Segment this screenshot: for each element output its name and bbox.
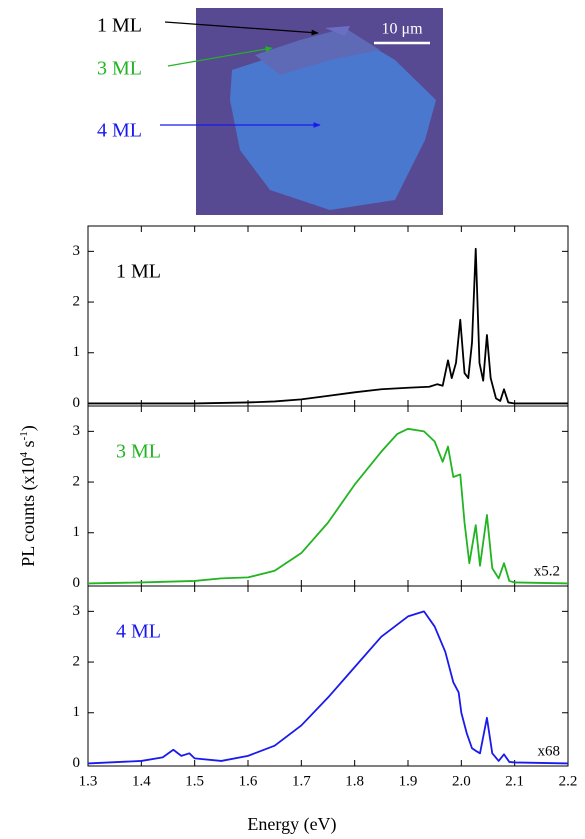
image-labels: 1 ML 3 ML 4 ML <box>97 15 321 142</box>
y-tick-label: 2 <box>73 293 81 309</box>
label-arrow <box>164 21 319 36</box>
scale-factor: x5.2 <box>534 563 560 579</box>
y-label-unit: s <box>18 440 38 452</box>
y-tick-label: 3 <box>73 423 81 439</box>
x-tick-label: 1.3 <box>79 773 98 789</box>
y-label-exp: 4 <box>18 451 30 457</box>
image-label: 4 ML <box>97 120 142 142</box>
y-tick-label: 0 <box>73 575 81 591</box>
y-label-end: ) <box>18 425 39 431</box>
y-tick-label: 2 <box>73 653 81 669</box>
x-tick-label: 1.8 <box>345 773 364 789</box>
panel-label: 3 ML <box>116 441 161 463</box>
x-tick-label: 1.6 <box>239 773 258 789</box>
image-label: 3 ML <box>97 58 142 80</box>
y-tick-label: 2 <box>73 473 81 489</box>
image-label: 1 ML <box>97 15 142 37</box>
x-axis-label: Energy (eV) <box>247 814 336 835</box>
y-axis-label: PL counts (x104 s-1) <box>18 425 40 567</box>
y-label-exp: -1 <box>18 431 30 440</box>
y-label-text: PL counts (x10 <box>18 457 39 566</box>
flake-4ml <box>230 30 436 210</box>
x-tick-label: 2.2 <box>559 773 578 789</box>
y-tick-label: 0 <box>73 395 81 411</box>
spectrum-line <box>88 247 568 405</box>
y-tick-label: 1 <box>73 344 81 360</box>
y-tick-label: 0 <box>73 755 81 771</box>
y-tick-label: 3 <box>73 603 81 619</box>
scale-bar-label: 10 μm <box>381 21 423 38</box>
flake-3ml <box>255 28 380 75</box>
y-tick-label: 3 <box>73 243 81 259</box>
x-tick-label: 1.5 <box>185 773 204 789</box>
scale-factor: x68 <box>538 743 561 759</box>
spectrum-line <box>87 610 569 765</box>
label-arrow <box>167 46 273 67</box>
plot-frame <box>87 585 569 767</box>
plot-frame <box>87 405 569 587</box>
x-tick-label: 2.1 <box>505 773 524 789</box>
micrograph: 10 μm <box>196 8 443 215</box>
panel-label: 4 ML <box>116 621 161 643</box>
x-tick-label: 1.9 <box>399 773 418 789</box>
y-tick-label: 1 <box>73 524 81 540</box>
spectrum-line <box>87 427 569 585</box>
x-tick-label: 2.0 <box>452 773 471 789</box>
y-tick-label: 1 <box>73 704 81 720</box>
flake-1ml <box>325 26 350 36</box>
panel-label: 1 ML <box>116 261 161 283</box>
x-tick-label: 1.4 <box>132 773 151 789</box>
x-tick-label: 1.7 <box>292 773 311 789</box>
plot-frame <box>87 225 569 407</box>
